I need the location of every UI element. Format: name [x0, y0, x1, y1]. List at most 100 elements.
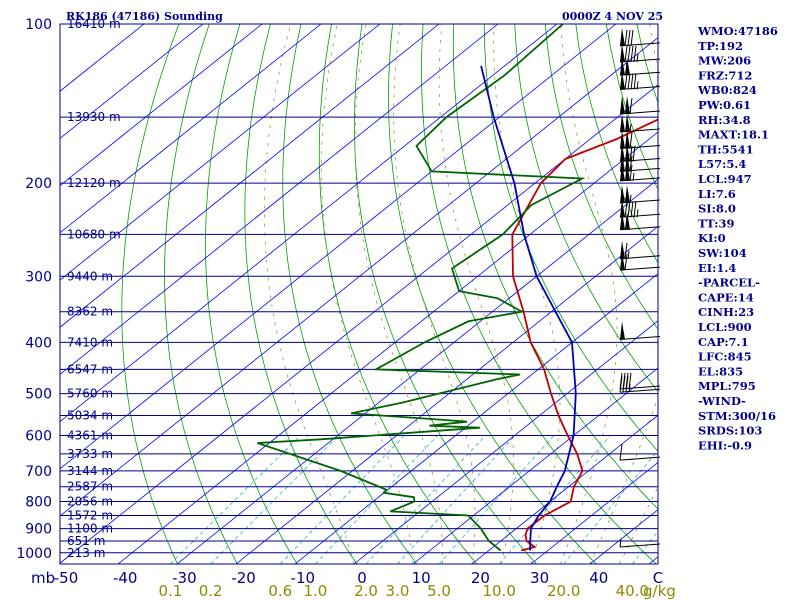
wind-barb-staff: [619, 85, 661, 90]
wind-barb-half-feather: [619, 538, 622, 548]
dry-adiabat: [790, 24, 800, 564]
wind-barb-feather: [627, 73, 631, 90]
temperature-tick-label: -30: [172, 569, 197, 587]
wind-barb-feather: [627, 45, 631, 63]
wind-barb-half-feather: [628, 384, 631, 393]
wind-barb-feather: [624, 254, 628, 271]
chart-frame: [59, 23, 659, 565]
height-label: 5760 m: [67, 387, 113, 401]
wind-barb: [619, 372, 661, 390]
wind-barb-staff: [619, 543, 661, 548]
wind-barb: [619, 27, 661, 47]
wind-barb-flag: [620, 96, 625, 115]
temperature-tick-label: -10: [291, 569, 316, 587]
wind-barb: [619, 376, 661, 393]
wind-barb-staff: [619, 58, 661, 63]
height-label: 1100 m: [67, 522, 113, 536]
wind-barb-feather: [630, 29, 634, 46]
wind-barb-feather: [630, 45, 634, 63]
wind-barb: [619, 240, 661, 260]
moist-adiabat: [438, 24, 514, 564]
dry-adiabat: [354, 24, 537, 564]
height-label: 12120 m: [67, 176, 121, 190]
isotherm: [60, 24, 204, 139]
dry-adiabat: [759, 24, 800, 564]
wind-barb-feather: [619, 376, 623, 393]
isotherm: [60, 24, 440, 328]
height-label: 213 m: [67, 546, 105, 560]
wind-barb-feather: [629, 164, 633, 181]
temperature-tick-label: 0: [357, 569, 367, 587]
isotherm: [60, 24, 322, 234]
wind-barb-feather: [627, 29, 631, 46]
dry-adiabat: [205, 24, 298, 564]
dry-adiabat: [636, 24, 658, 104]
moist-adiabat: [493, 24, 561, 564]
wind-barb-staff: [619, 266, 661, 271]
wind-barb-flag: [620, 57, 625, 76]
wind-barb-half-feather: [627, 250, 630, 259]
mixing-ratio-label: 1.0: [303, 582, 327, 600]
sounding-line-3: [480, 65, 577, 551]
temperature-tick-label: 40: [589, 569, 608, 587]
temperature-tick-label: -50: [54, 569, 79, 587]
sounding-line-1: [511, 118, 658, 552]
isotherm: [60, 24, 617, 470]
pressure-tick-label: 500: [25, 387, 52, 403]
moist-adiabat: [393, 24, 476, 564]
wind-barb-flag: [625, 57, 630, 76]
height-label: 16410 m: [67, 17, 121, 31]
wind-barb-feather: [629, 155, 633, 172]
wind-barb-feather: [624, 242, 628, 259]
wind-barb-feather: [629, 145, 633, 162]
wind-barb-flag: [620, 321, 625, 340]
temperature-tick-label: 10: [412, 569, 431, 587]
dry-adiabat: [452, 24, 658, 510]
mixing-ratio-label: 20.0: [547, 582, 580, 600]
wind-barb-flag: [625, 130, 630, 149]
wind-barb-staff: [619, 213, 661, 218]
mixing-ratio-label: 40.0: [616, 582, 649, 600]
moist-adiabat: [619, 485, 658, 564]
wind-barb-half-feather: [632, 172, 635, 181]
wind-barb-flag: [620, 240, 625, 259]
wind-barb: [619, 538, 661, 548]
wind-barb-feather: [624, 201, 628, 218]
isotherm: [60, 24, 381, 281]
dry-adiabat: [318, 24, 477, 564]
isotherm: [353, 320, 658, 564]
isotherm: [530, 461, 658, 564]
dry-adiabat: [121, 24, 180, 564]
wind-barb-flag: [620, 71, 625, 90]
moist-adiabat: [560, 24, 618, 564]
isotherm: [60, 37, 658, 517]
wind-barb-feather: [625, 376, 629, 393]
wind-barb: [619, 44, 661, 63]
wind-barb-feather: [633, 45, 637, 63]
wind-barb-flag: [625, 96, 630, 115]
mixing-ratio-label: 2.0: [354, 582, 378, 600]
wind-barb-flag: [620, 130, 625, 149]
height-label: 6547 m: [67, 362, 113, 376]
mixing-ratio-label: 5.0: [427, 582, 451, 600]
wind-barb: [619, 71, 661, 90]
isotherm: [117, 131, 658, 564]
wind-barb-feather: [633, 201, 637, 218]
wind-barb-feather: [629, 97, 633, 115]
height-label: 1572 m: [67, 508, 113, 522]
isotherm: [708, 24, 800, 564]
wind-barb-flag: [620, 211, 625, 230]
mixing-ratio-line: [438, 435, 555, 564]
wind-barb: [619, 162, 661, 182]
pressure-tick-label: 800: [25, 495, 52, 511]
wind-barb-half-feather: [636, 81, 639, 90]
wind-barb-flag: [620, 153, 625, 172]
wind-barb-feather: [633, 73, 637, 90]
wind-barb-flag: [620, 184, 625, 203]
mixing-ratio-line: [563, 449, 658, 564]
wind-barb-staff: [619, 335, 661, 340]
wind-barb-feather: [632, 145, 636, 162]
wind-barb-feather: [622, 376, 626, 393]
mixing-ratio-label: 0.2: [199, 582, 223, 600]
wind-barb-half-feather: [636, 53, 639, 63]
